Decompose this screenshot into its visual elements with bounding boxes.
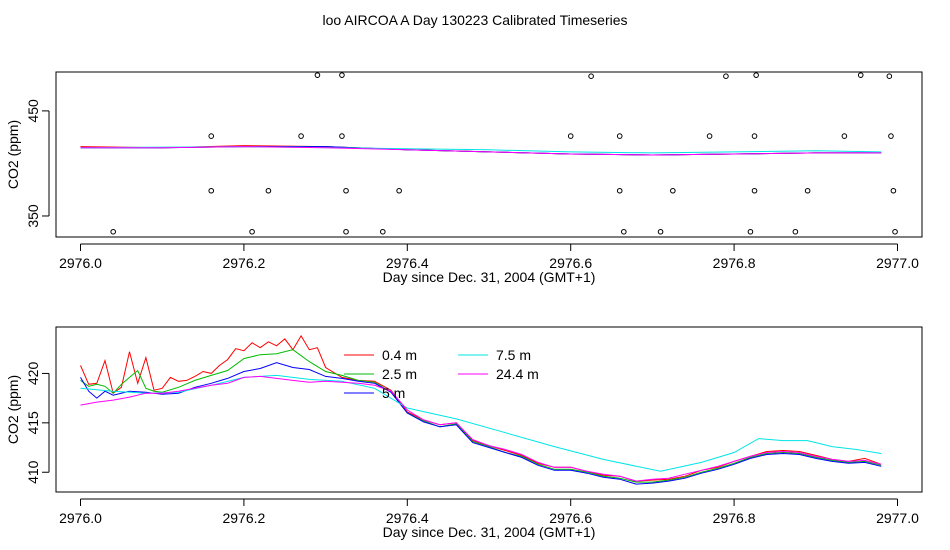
chart1-x-tick-label: 2976.4 [386, 255, 429, 271]
chart1-scatter-point [751, 187, 758, 194]
chart2-y-axis-label: CO2 (ppm) [5, 375, 21, 444]
chart1-scatter-point [621, 228, 627, 235]
chart2-legend-label-2-5-m: 2.5 m [382, 366, 417, 382]
chart2-frame [55, 326, 923, 493]
chart1-scatter-point [888, 133, 894, 139]
chart1-scatter-point [208, 187, 215, 194]
chart2-series-0-4-m [80, 334, 882, 482]
chart1-scatter-point [841, 133, 848, 139]
chart1-scatter-point [265, 187, 272, 194]
chart1-x-tick-label: 2976.8 [713, 255, 756, 271]
chart2-series-5-m [80, 362, 882, 485]
chart1-scatter-point [249, 228, 255, 235]
chart2-legend-label-24-4-m: 24.4 m [496, 366, 539, 382]
chart1-scatter-point [588, 73, 594, 80]
chart1-scatter-point [208, 133, 215, 139]
chart2-x-axis-label: Day since Dec. 31, 2004 (GMT+1) [383, 524, 596, 540]
chart1-scatter-point [567, 133, 574, 139]
chart1-scatter-point [110, 228, 116, 235]
chart1-scatter-point [747, 228, 754, 235]
chart1-scatter-point [753, 72, 759, 78]
chart1-scatter-point [657, 228, 664, 235]
chart1-scatter-point [892, 228, 898, 235]
chart1-y-tick-label: 450 [25, 99, 41, 123]
chart1-x-tick-label: 2976.6 [549, 255, 592, 271]
chart1-scatter-point [670, 187, 676, 194]
chart1-y-axis-label: CO2 (ppm) [5, 120, 21, 189]
chart1-x-tick-label: 2976.2 [222, 255, 265, 271]
chart2-series-2-5-m [80, 349, 882, 483]
chart2-x-tick-label: 2976.2 [222, 510, 265, 526]
chart1-scatter-point [751, 133, 758, 139]
chart2-y-tick-label: 410 [25, 460, 41, 484]
chart2-x-tick-label: 2977.0 [876, 510, 919, 526]
chart2-legend-label-5-m: 5 m [382, 385, 405, 401]
chart1-scatter-point [890, 187, 897, 194]
chart1-scatter-point [723, 73, 729, 80]
chart1-scatter-point [792, 228, 799, 235]
chart2-x-tick-label: 2976.4 [386, 510, 429, 526]
chart1-scatter-point [343, 228, 349, 235]
chart2-y-tick-label: 415 [25, 411, 41, 435]
chart1-scatter-point [379, 228, 386, 235]
chart1-x-axis-label: Day since Dec. 31, 2004 (GMT+1) [383, 269, 596, 285]
chart1-frame [55, 71, 923, 238]
chart1-y-tick-label: 350 [25, 204, 41, 228]
chart2-legend-label-0-4-m: 0.4 m [382, 347, 417, 363]
chart1-scatter-point [706, 133, 713, 139]
chart2-y-tick-label: 420 [25, 362, 41, 386]
chart1-scatter-point [396, 187, 402, 194]
chart2-x-tick-label: 2976.0 [59, 510, 102, 526]
chart1-scatter-point [343, 187, 349, 194]
chart2-legend-label-7-5-m: 7.5 m [496, 347, 531, 363]
chart2-series-7-5-m [80, 374, 882, 472]
chart2-x-tick-label: 2976.6 [549, 510, 592, 526]
chart1-scatter-point [804, 187, 811, 194]
chart1-scatter-point [314, 72, 321, 78]
page-title: loo AIRCOA A Day 130223 Calibrated Times… [322, 12, 628, 28]
chart1-x-tick-label: 2976.0 [59, 255, 102, 271]
chart1-series-24-4-m [80, 146, 882, 156]
chart1-scatter-point [298, 133, 304, 139]
chart1-scatter-point [339, 72, 345, 78]
chart1-scatter-point [886, 73, 893, 80]
chart1-scatter-point [616, 133, 623, 139]
chart1-scatter-point [857, 72, 864, 78]
chart1-scatter-point [616, 187, 623, 194]
chart2-series-24-4-m [80, 375, 882, 482]
chart1-x-tick-label: 2977.0 [876, 255, 919, 271]
chart2-x-tick-label: 2976.8 [713, 510, 756, 526]
chart1-scatter-point [339, 133, 345, 139]
